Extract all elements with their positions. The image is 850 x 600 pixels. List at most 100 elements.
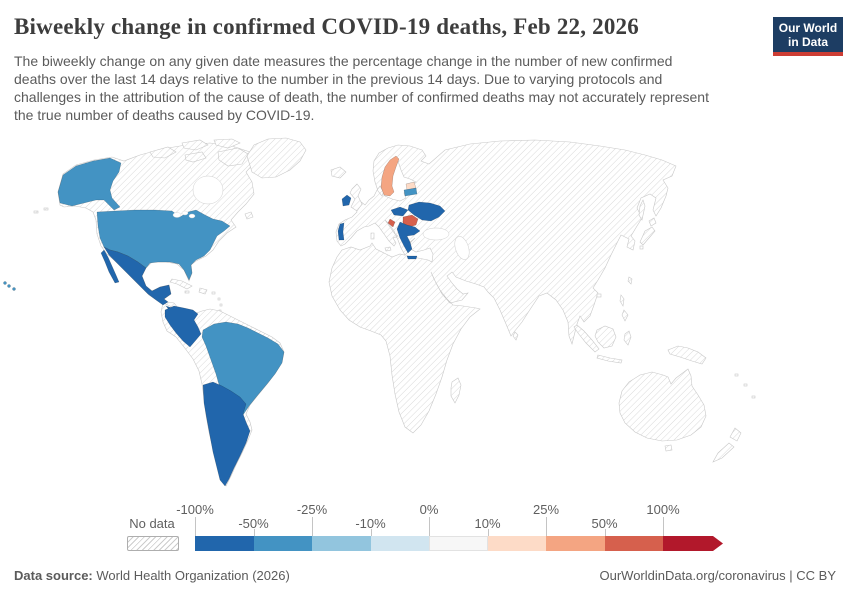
legend-tick-line <box>370 529 372 536</box>
data-source-value: World Health Organization (2026) <box>96 568 290 583</box>
region-pacific-island <box>751 395 756 399</box>
region-sicily <box>384 246 392 252</box>
region-hispaniola-nodata[interactable] <box>198 287 208 295</box>
country-latvia[interactable] <box>403 187 418 197</box>
country-colombia[interactable] <box>164 305 202 348</box>
legend-segment[interactable] <box>546 536 605 551</box>
country-greece-crete[interactable] <box>406 255 418 260</box>
legend-segment[interactable] <box>253 536 312 551</box>
country-portugal[interactable] <box>337 222 345 241</box>
region-arctic-island <box>217 147 249 167</box>
lake-great-lakes <box>181 210 189 216</box>
country-hawaii-us[interactable] <box>7 284 11 288</box>
region-new-guinea <box>667 345 707 365</box>
region-hainan <box>596 293 602 298</box>
chart-subtitle: The biweekly change on any given date me… <box>14 53 709 123</box>
legend-tick-line <box>195 517 196 536</box>
region-arctic-island <box>213 138 241 149</box>
sea-caspian <box>454 236 470 260</box>
legend-color-bar <box>195 536 723 551</box>
legend-tick-label: -25% <box>296 502 328 517</box>
legend-segment[interactable] <box>195 536 254 551</box>
legend-tick-label: 0% <box>419 502 439 517</box>
country-ukraine[interactable] <box>407 201 446 222</box>
country-alaska-us[interactable] <box>57 157 122 211</box>
region-japan-nodata[interactable] <box>639 226 656 246</box>
region-kyushu <box>639 245 644 250</box>
owid-logo[interactable]: Our World in Data <box>773 17 843 56</box>
region-aleutian-island <box>43 207 49 211</box>
country-ireland[interactable] <box>341 194 352 207</box>
legend-segment[interactable] <box>429 536 488 551</box>
legend-segment[interactable] <box>604 536 663 551</box>
footer: Data source: World Health Organization (… <box>14 568 836 583</box>
country-hawaii-us[interactable] <box>3 281 7 285</box>
country-hungary-slovakia[interactable] <box>390 206 409 217</box>
legend-tick-label: 10% <box>474 516 501 531</box>
region-greenland-nodata[interactable] <box>246 137 307 179</box>
legend-tick-label: -10% <box>355 516 386 531</box>
region-arctic-island <box>184 151 207 163</box>
region-arctic-island <box>181 139 209 151</box>
region-java <box>596 354 623 364</box>
country-mexico-baja[interactable] <box>100 249 120 284</box>
region-pacific-island <box>734 373 739 377</box>
region-taiwan <box>627 276 633 285</box>
legend-arrow-segment[interactable] <box>663 536 723 551</box>
legend-no-data-label: No data <box>129 516 175 531</box>
region-philippines-nodata[interactable] <box>621 309 629 322</box>
data-source-label: Data source: <box>14 568 93 583</box>
region-japan-nodata[interactable] <box>648 217 657 227</box>
legend-tick-line <box>253 529 255 536</box>
region-arctic-island <box>149 146 177 159</box>
country-brazil[interactable] <box>201 321 285 425</box>
region-sakhalin <box>638 199 646 221</box>
country-hawaii-us[interactable] <box>12 287 16 291</box>
page-title: Biweekly change in confirmed COVID-19 de… <box>14 14 639 39</box>
country-sweden[interactable] <box>380 155 400 197</box>
region-cuba-nodata[interactable] <box>169 278 193 290</box>
legend-tick-label: -50% <box>238 516 269 531</box>
legend-tick-label: -100% <box>176 502 214 517</box>
region-uk-nodata[interactable] <box>349 183 363 212</box>
legend-tick-line <box>487 529 489 536</box>
legend-tick-line <box>312 517 313 536</box>
region-antilles <box>219 303 223 307</box>
region-aleutian-island <box>33 210 39 214</box>
region-philippines-nodata[interactable] <box>619 294 625 307</box>
region-madagascar <box>450 377 462 404</box>
legend-segment[interactable] <box>487 536 546 551</box>
region-jamaica <box>184 290 190 294</box>
region-puerto-rico <box>211 291 216 295</box>
legend-tick-line <box>429 517 430 536</box>
region-pacific-island <box>743 383 748 387</box>
country-serbia-bulgaria-greece[interactable] <box>396 221 421 254</box>
region-new-zealand-nodata[interactable] <box>729 427 742 442</box>
country-united-states[interactable] <box>96 209 231 281</box>
legend-segment[interactable] <box>312 536 371 551</box>
credit-link[interactable]: OurWorldinData.org/coronavirus | CC BY <box>599 568 836 583</box>
sea-hudson-bay <box>192 175 224 205</box>
owid-logo-line1: Our World <box>778 20 838 35</box>
region-newfoundland <box>244 211 254 220</box>
legend-tick-line <box>663 517 664 536</box>
region-iceland-nodata[interactable] <box>330 166 347 179</box>
region-sri-lanka <box>512 331 519 341</box>
country-croatia[interactable] <box>387 218 396 228</box>
sea-black-sea <box>422 227 450 241</box>
region-sumatra <box>573 324 600 353</box>
region-tasmania <box>664 444 673 452</box>
country-mexico[interactable] <box>103 246 172 306</box>
region-australia-nodata[interactable] <box>618 368 707 442</box>
country-chile-argentina[interactable] <box>202 381 251 487</box>
region-antilles <box>217 297 221 301</box>
legend-no-data-swatch[interactable] <box>127 536 179 551</box>
lake-great-lakes <box>172 212 182 218</box>
region-new-zealand-nodata[interactable] <box>712 442 735 463</box>
legend-segment[interactable] <box>370 536 429 551</box>
country-romania[interactable] <box>402 214 419 228</box>
legend-tick-line <box>546 517 547 536</box>
owid-logo-accent <box>773 52 843 56</box>
